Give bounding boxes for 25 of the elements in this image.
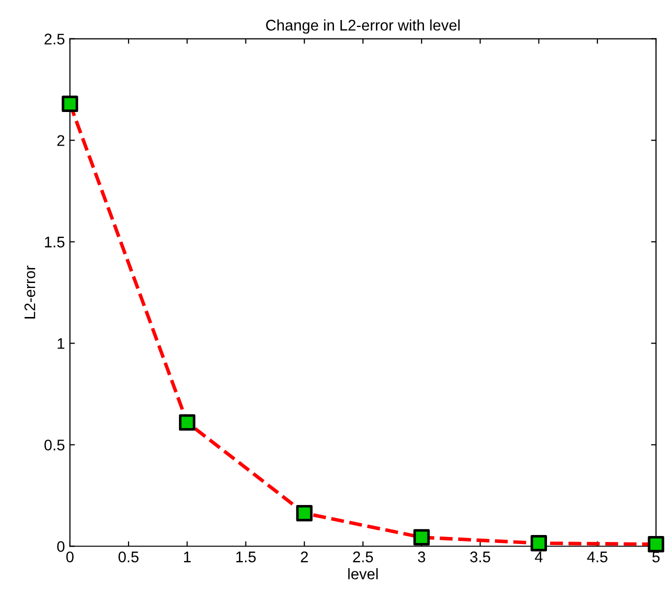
- y-tick-label: 1: [58, 338, 64, 349]
- y-tick-label: 0: [57, 541, 64, 552]
- x-tick-label: 0: [66, 552, 74, 562]
- x-tick-label: 1: [184, 552, 191, 562]
- y-tick-label: 2.5: [44, 34, 64, 44]
- y-tick-label: 0.5: [44, 440, 64, 450]
- point: [178, 414, 196, 431]
- x-tick-label: 0.5: [118, 552, 139, 562]
- x-tick-label: 3: [418, 552, 426, 562]
- chart-title: Change in L2-error with level: [266, 19, 460, 34]
- x-tick-label: 3.5: [470, 552, 490, 562]
- point: [530, 535, 547, 552]
- y-tick-label: 1.5: [45, 236, 64, 248]
- point: [648, 536, 664, 552]
- x-tick-label: 4.5: [587, 552, 608, 562]
- x-tick-label: 2.5: [353, 552, 373, 562]
- point: [62, 96, 78, 112]
- y-axis-title: L2-error: [24, 266, 36, 318]
- y-tick-label: 2: [57, 135, 64, 146]
- point: [296, 504, 313, 522]
- x-tick-label: 1.5: [236, 552, 256, 562]
- x-tick-label: 4: [534, 552, 543, 562]
- x-axis-title: level: [348, 568, 378, 580]
- x-tick-label: 2: [300, 552, 308, 562]
- point: [413, 529, 430, 546]
